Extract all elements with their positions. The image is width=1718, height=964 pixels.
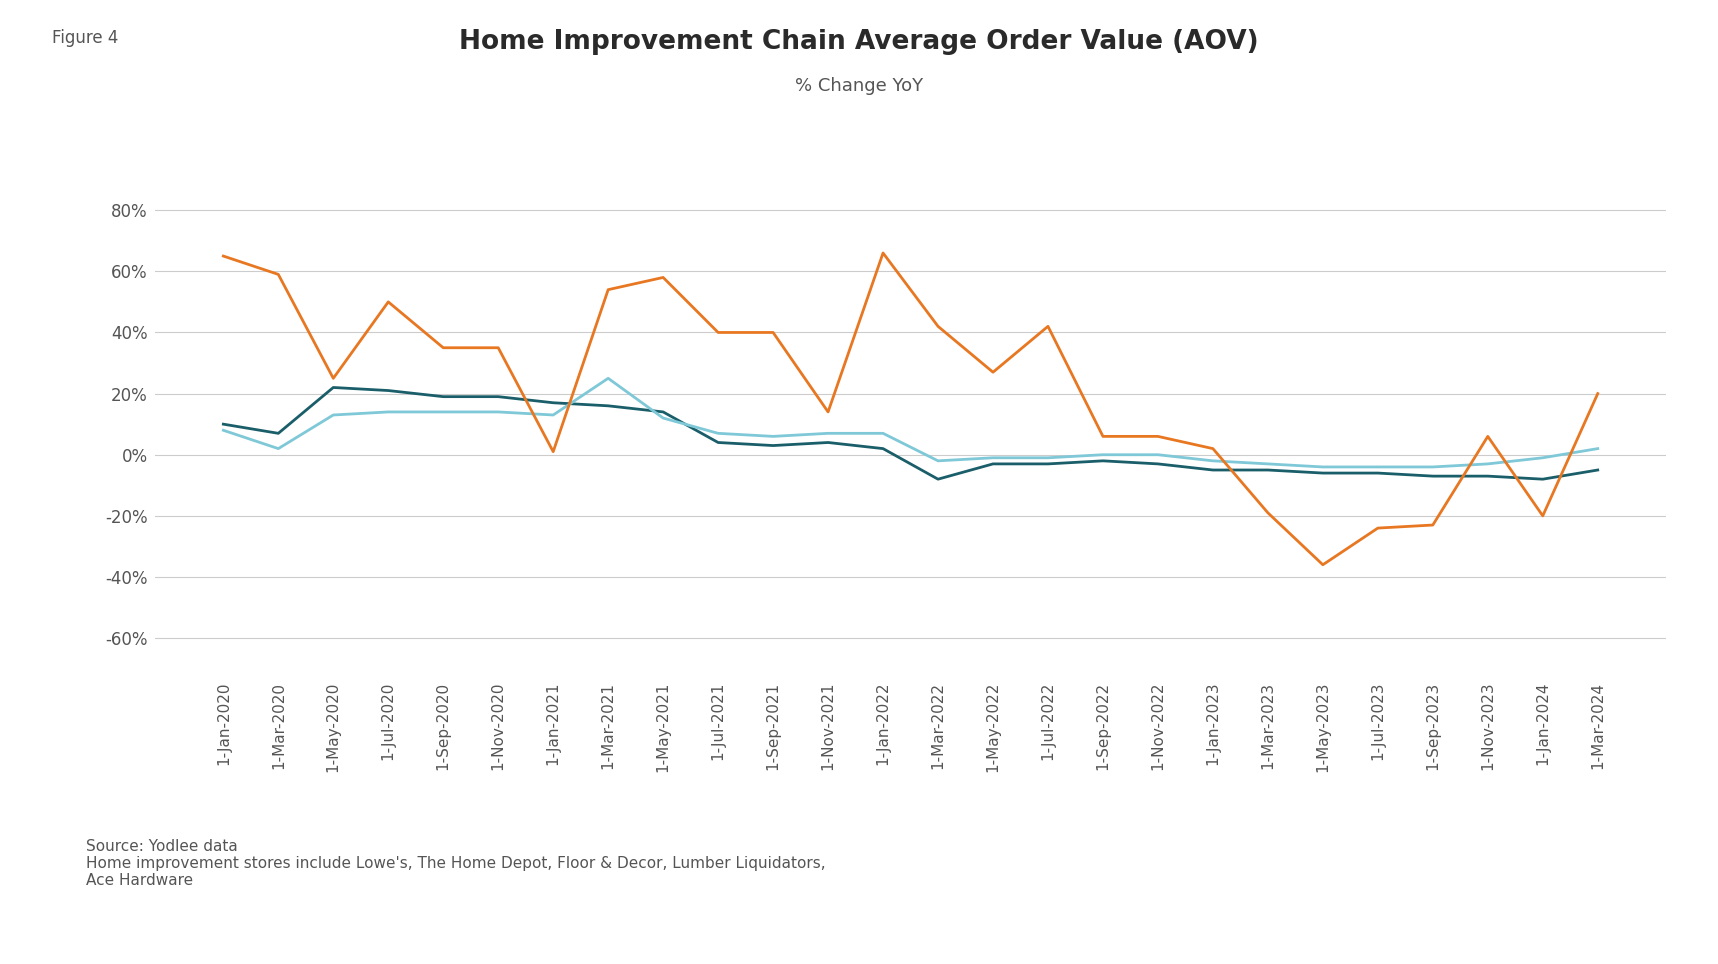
Lowe's (928, 473, 948, 485)
Overall Avg (1368, 522, 1388, 534)
Overall Avg (1038, 321, 1058, 333)
Line: Lowe's: Lowe's (223, 388, 1598, 479)
Overall Avg (268, 269, 289, 281)
Lowe's (598, 400, 618, 412)
Overall Avg (1423, 520, 1443, 531)
The Home Depot (763, 431, 783, 442)
Overall Avg (543, 446, 564, 458)
Lowe's (488, 390, 509, 402)
Lowe's (1587, 465, 1608, 476)
Lowe's (653, 406, 673, 417)
The Home Depot (653, 413, 673, 424)
Lowe's (873, 442, 893, 454)
The Home Depot (983, 452, 1003, 464)
Overall Avg (433, 342, 454, 354)
The Home Depot (378, 406, 399, 417)
The Home Depot (433, 406, 454, 417)
The Home Depot (1093, 449, 1113, 461)
Lowe's (1313, 468, 1333, 479)
Lowe's (1148, 458, 1168, 469)
Lowe's (708, 437, 728, 448)
The Home Depot (818, 428, 838, 440)
The Home Depot (268, 442, 289, 454)
Lowe's (1038, 458, 1058, 469)
The Home Depot (1038, 452, 1058, 464)
Lowe's (378, 385, 399, 396)
The Home Depot (1203, 455, 1223, 467)
The Home Depot (1423, 461, 1443, 472)
The Home Depot (928, 455, 948, 467)
Lowe's (1423, 470, 1443, 482)
Overall Avg (213, 251, 234, 262)
Overall Avg (873, 247, 893, 258)
Lowe's (213, 418, 234, 430)
Overall Avg (378, 296, 399, 308)
Lowe's (433, 390, 454, 402)
The Home Depot (1587, 442, 1608, 454)
Lowe's (268, 428, 289, 440)
The Home Depot (598, 372, 618, 384)
The Home Depot (1368, 461, 1388, 472)
Overall Avg (598, 283, 618, 295)
Lowe's (818, 437, 838, 448)
The Home Depot (1258, 458, 1278, 469)
Lowe's (1532, 473, 1553, 485)
Lowe's (1477, 470, 1498, 482)
Overall Avg (983, 366, 1003, 378)
The Home Depot (708, 428, 728, 440)
Overall Avg (1587, 388, 1608, 399)
Overall Avg (1532, 510, 1553, 522)
Overall Avg (323, 372, 344, 384)
Overall Avg (1203, 442, 1223, 454)
Overall Avg (818, 406, 838, 417)
The Home Depot (1148, 449, 1168, 461)
Overall Avg (488, 342, 509, 354)
The Home Depot (1477, 458, 1498, 469)
Lowe's (1258, 465, 1278, 476)
Line: Overall Avg: Overall Avg (223, 253, 1598, 565)
Lowe's (323, 382, 344, 393)
The Home Depot (1532, 452, 1553, 464)
Overall Avg (1313, 559, 1333, 571)
Lowe's (763, 440, 783, 451)
Text: Home Improvement Chain Average Order Value (AOV): Home Improvement Chain Average Order Val… (459, 29, 1259, 55)
Overall Avg (1258, 507, 1278, 519)
Overall Avg (1148, 431, 1168, 442)
Line: The Home Depot: The Home Depot (223, 378, 1598, 467)
Text: Figure 4: Figure 4 (52, 29, 119, 47)
Lowe's (543, 397, 564, 409)
Text: % Change YoY: % Change YoY (795, 77, 923, 95)
The Home Depot (213, 424, 234, 436)
The Home Depot (1313, 461, 1333, 472)
Overall Avg (1477, 431, 1498, 442)
The Home Depot (323, 409, 344, 420)
Overall Avg (763, 327, 783, 338)
The Home Depot (488, 406, 509, 417)
Overall Avg (928, 321, 948, 333)
Overall Avg (1093, 431, 1113, 442)
Overall Avg (653, 272, 673, 283)
The Home Depot (543, 409, 564, 420)
Lowe's (1203, 465, 1223, 476)
Overall Avg (708, 327, 728, 338)
The Home Depot (873, 428, 893, 440)
Text: Source: Yodlee data
Home improvement stores include Lowe's, The Home Depot, Floo: Source: Yodlee data Home improvement sto… (86, 839, 826, 889)
Lowe's (983, 458, 1003, 469)
Lowe's (1093, 455, 1113, 467)
Lowe's (1368, 468, 1388, 479)
